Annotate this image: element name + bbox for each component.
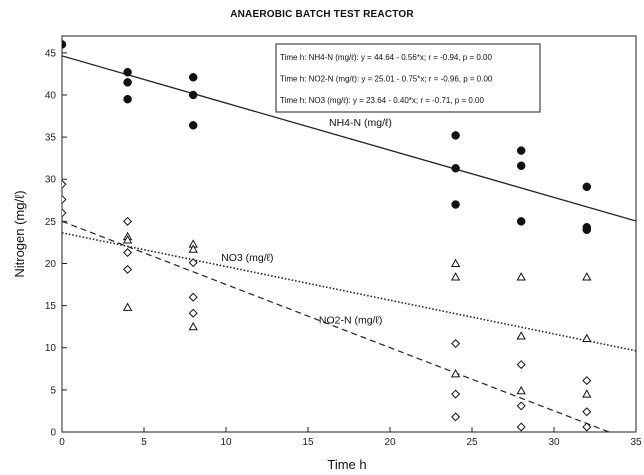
series-annotation: NO3 (mg/ℓ) [221, 252, 273, 264]
data-point-series-1 [582, 422, 592, 432]
data-point-series-1 [123, 264, 133, 274]
data-point-series-0 [516, 217, 526, 226]
data-point-series-2 [516, 331, 526, 340]
x-axis-label: Time h [327, 457, 366, 472]
data-point-series-2 [122, 302, 133, 311]
y-axis-label: Nitrogen (mg/ℓ) [12, 190, 27, 277]
data-point-series-0 [451, 164, 460, 173]
data-point-series-1 [516, 422, 526, 432]
data-point-series-1 [62, 179, 67, 189]
data-point-series-1 [582, 407, 592, 417]
data-point-series-1 [188, 308, 198, 318]
x-tick-label: 5 [141, 437, 147, 448]
data-point-series-1 [62, 208, 67, 218]
x-tick-label: 30 [548, 437, 560, 448]
data-point-series-0 [62, 40, 67, 49]
fit-line-series-2 [62, 232, 636, 352]
data-point-series-0 [188, 90, 198, 100]
legend-box [275, 43, 541, 113]
x-tick-label: 10 [220, 437, 232, 448]
data-point-series-1 [188, 292, 198, 302]
data-point-series-1 [451, 339, 461, 349]
chart-title: ANAEROBIC BATCH TEST REACTOR [230, 9, 414, 20]
x-tick-label: 35 [630, 437, 642, 448]
data-point-series-2 [516, 272, 526, 281]
legend-entry: Time h: NO3 (mg/ℓ): y = 23.64 - 0.40*x; … [280, 96, 484, 105]
data-point-series-1 [582, 376, 592, 386]
y-tick-label: 0 [50, 428, 56, 439]
fit-line-series-0 [62, 55, 636, 222]
data-point-series-2 [188, 244, 198, 253]
x-tick-label: 15 [302, 437, 314, 448]
data-point-series-1 [451, 389, 461, 399]
data-point-series-1 [123, 248, 133, 258]
y-tick-label: 20 [45, 259, 57, 270]
data-point-series-2 [582, 389, 592, 398]
y-tick-label: 15 [45, 301, 57, 312]
y-tick-label: 35 [45, 133, 57, 144]
data-point-series-2 [582, 272, 592, 281]
series-annotation: NO2-N (mg/ℓ) [319, 314, 382, 326]
data-point-series-0 [451, 131, 460, 140]
data-point-series-2 [450, 369, 461, 378]
data-point-series-2 [450, 258, 461, 268]
data-point-series-1 [62, 194, 67, 204]
y-tick-label: 10 [45, 343, 57, 354]
data-point-series-2 [450, 272, 461, 281]
data-point-series-0 [516, 161, 526, 171]
data-point-series-1 [516, 401, 526, 411]
data-point-series-2 [516, 385, 526, 395]
plot-frame [61, 35, 637, 433]
data-point-series-0 [188, 121, 198, 130]
data-point-series-0 [123, 67, 132, 77]
fit-line-series-1 [62, 220, 611, 432]
data-point-series-1 [451, 412, 461, 422]
y-tick-label: 40 [45, 90, 57, 101]
data-point-series-0 [123, 78, 132, 87]
legend-entry: Time h: NH4-N (mg/ℓ): y = 44.64 - 0.56*x… [280, 53, 492, 62]
data-point-series-2 [188, 321, 198, 331]
data-point-series-1 [516, 360, 526, 370]
data-point-series-0 [123, 94, 132, 104]
data-point-series-0 [516, 146, 526, 155]
y-tick-label: 5 [50, 385, 56, 396]
plot-area [62, 40, 636, 432]
x-tick-label: 25 [466, 437, 478, 448]
y-tick-label: 45 [45, 48, 57, 59]
x-tick-label: 20 [384, 437, 396, 448]
x-tick-label: 0 [59, 437, 65, 448]
data-point-series-1 [188, 258, 198, 268]
data-point-series-0 [582, 182, 592, 192]
data-point-series-1 [123, 216, 133, 226]
data-point-series-2 [582, 333, 592, 343]
y-tick-label: 25 [45, 217, 57, 228]
data-point-series-0 [582, 225, 592, 235]
legend-entry: Time h: NO2-N (mg/ℓ): y = 25.01 - 0.75*x… [280, 75, 493, 84]
data-point-series-0 [188, 73, 198, 82]
data-point-series-0 [451, 200, 460, 209]
y-tick-label: 30 [45, 175, 57, 186]
data-point-series-2 [122, 235, 133, 244]
series-annotation: NH4-N (mg/ℓ) [329, 117, 392, 129]
